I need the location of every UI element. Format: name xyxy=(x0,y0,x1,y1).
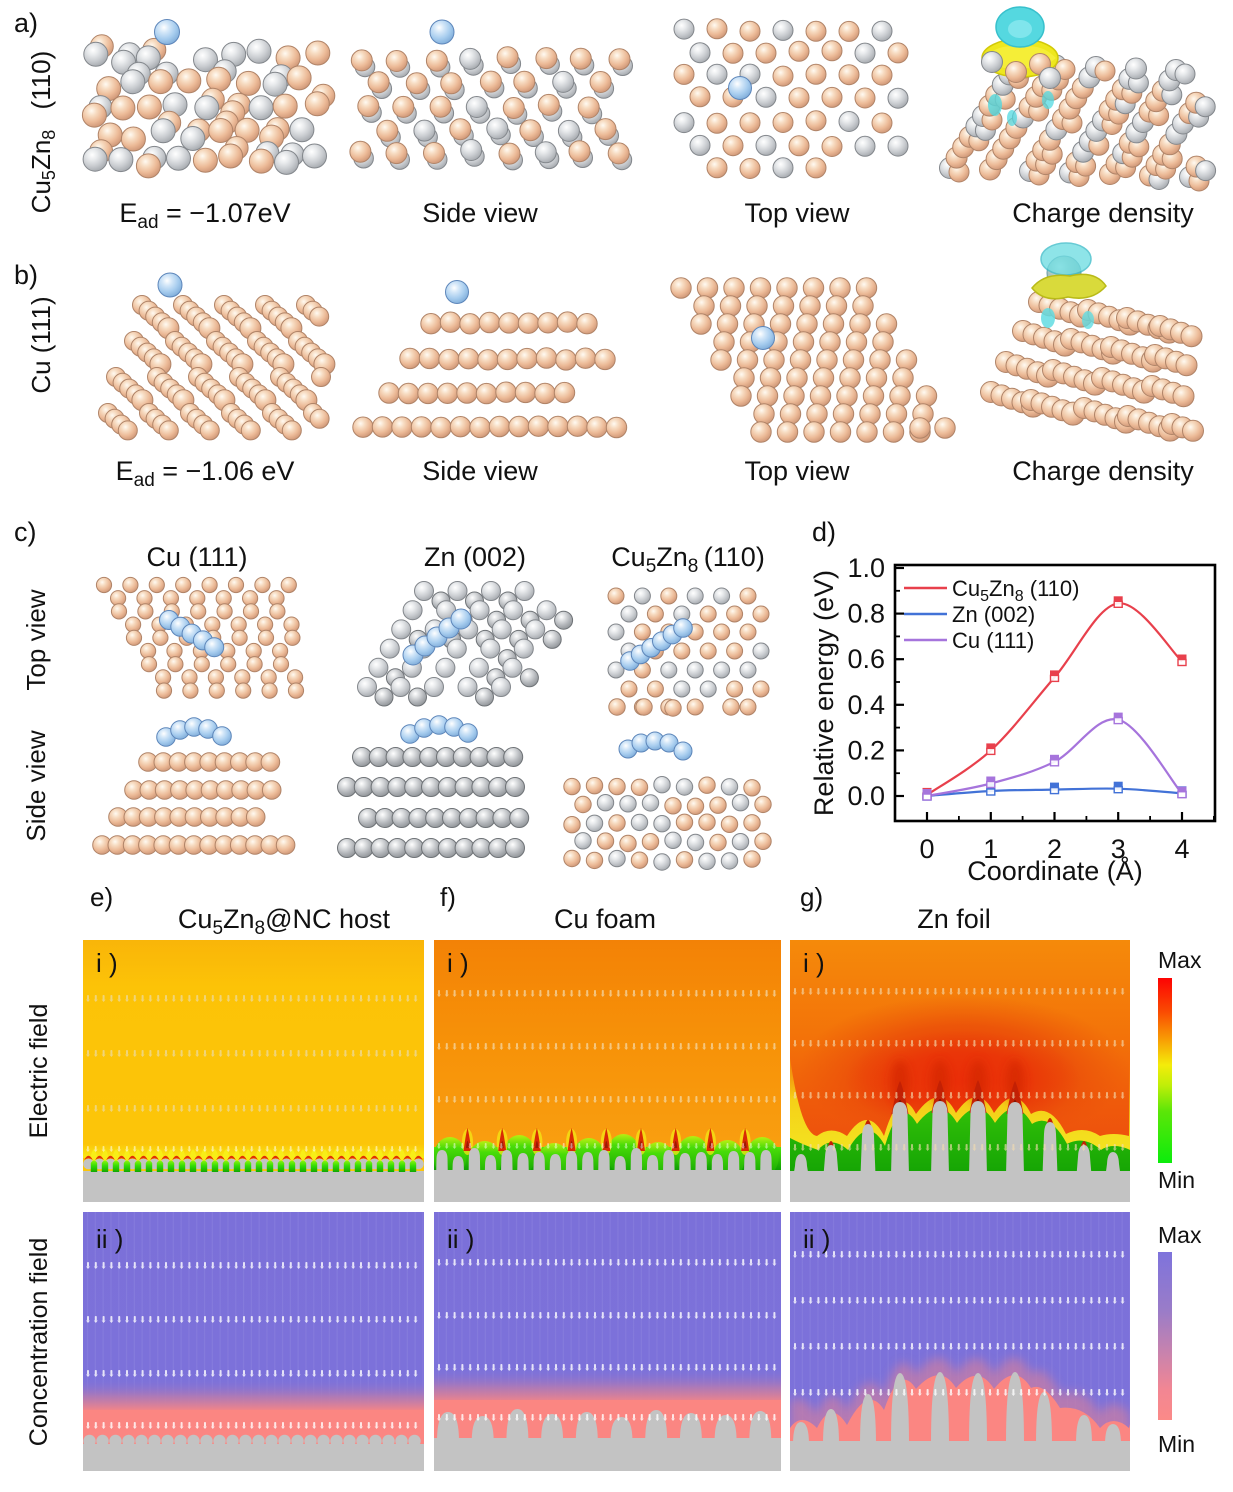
svg-text:Cu (111): Cu (111) xyxy=(952,628,1034,653)
svg-text:b): b) xyxy=(14,260,38,290)
svg-text:0.2: 0.2 xyxy=(847,735,885,765)
svg-text:Concentration field: Concentration field xyxy=(25,1238,53,1446)
svg-text:Relative energy (eV): Relative energy (eV) xyxy=(809,570,839,816)
svg-text:Zn foil: Zn foil xyxy=(917,904,991,934)
svg-text:Top view: Top view xyxy=(744,198,850,228)
svg-text:a): a) xyxy=(14,8,38,38)
svg-text:Cu5Zn8@NC host: Cu5Zn8@NC host xyxy=(178,904,391,939)
svg-text:f): f) xyxy=(440,882,456,912)
svg-text:Ead = −1.07eV: Ead = −1.07eV xyxy=(119,198,290,233)
svg-text:Coordinate (Å): Coordinate (Å) xyxy=(967,855,1143,886)
svg-text:Side view: Side view xyxy=(422,456,538,486)
svg-text:Charge density: Charge density xyxy=(1012,456,1194,486)
svg-text:Zn (002): Zn (002) xyxy=(952,602,1035,627)
svg-text:1.0: 1.0 xyxy=(847,553,885,583)
svg-text:e): e) xyxy=(90,882,113,912)
svg-text:ii ): ii ) xyxy=(447,1224,474,1254)
svg-text:Charge density: Charge density xyxy=(1012,198,1194,228)
svg-text:Cu5Zn8 (110): Cu5Zn8 (110) xyxy=(952,576,1079,605)
svg-text:0: 0 xyxy=(919,834,934,864)
svg-text:ii ): ii ) xyxy=(803,1224,830,1254)
svg-text:Ead = −1.06 eV: Ead = −1.06 eV xyxy=(116,456,295,491)
svg-text:Cu (111): Cu (111) xyxy=(146,542,247,572)
svg-text:Max: Max xyxy=(1158,947,1202,973)
svg-text:Min: Min xyxy=(1158,1431,1195,1457)
svg-text:i ): i ) xyxy=(96,948,118,978)
svg-text:Electric field: Electric field xyxy=(25,1004,53,1139)
svg-text:Side view: Side view xyxy=(21,730,51,841)
svg-text:0.6: 0.6 xyxy=(847,644,885,674)
svg-text:0.8: 0.8 xyxy=(847,599,885,629)
svg-text:1: 1 xyxy=(983,834,998,864)
svg-text:Max: Max xyxy=(1158,1222,1202,1248)
svg-text:0.4: 0.4 xyxy=(847,690,885,720)
svg-text:d): d) xyxy=(812,517,836,547)
svg-text:Min: Min xyxy=(1158,1167,1195,1193)
svg-text:Side view: Side view xyxy=(422,198,538,228)
svg-text:Top view: Top view xyxy=(744,456,850,486)
svg-text:Zn (002): Zn (002) xyxy=(424,542,526,572)
svg-text:i ): i ) xyxy=(803,948,825,978)
svg-text:2: 2 xyxy=(1047,834,1062,864)
svg-text:ii ): ii ) xyxy=(96,1224,123,1254)
svg-text:Cu foam: Cu foam xyxy=(554,904,656,934)
svg-text:i ): i ) xyxy=(447,948,469,978)
svg-text:Cu5Zn8 (110): Cu5Zn8 (110) xyxy=(26,51,59,214)
svg-text:Top view: Top view xyxy=(21,589,51,690)
svg-text:4: 4 xyxy=(1174,834,1189,864)
svg-text:3: 3 xyxy=(1111,834,1126,864)
svg-text:0.0: 0.0 xyxy=(847,781,885,811)
svg-text:g): g) xyxy=(800,882,823,912)
svg-text:Cu (111): Cu (111) xyxy=(26,296,56,393)
svg-text:c): c) xyxy=(14,517,37,547)
